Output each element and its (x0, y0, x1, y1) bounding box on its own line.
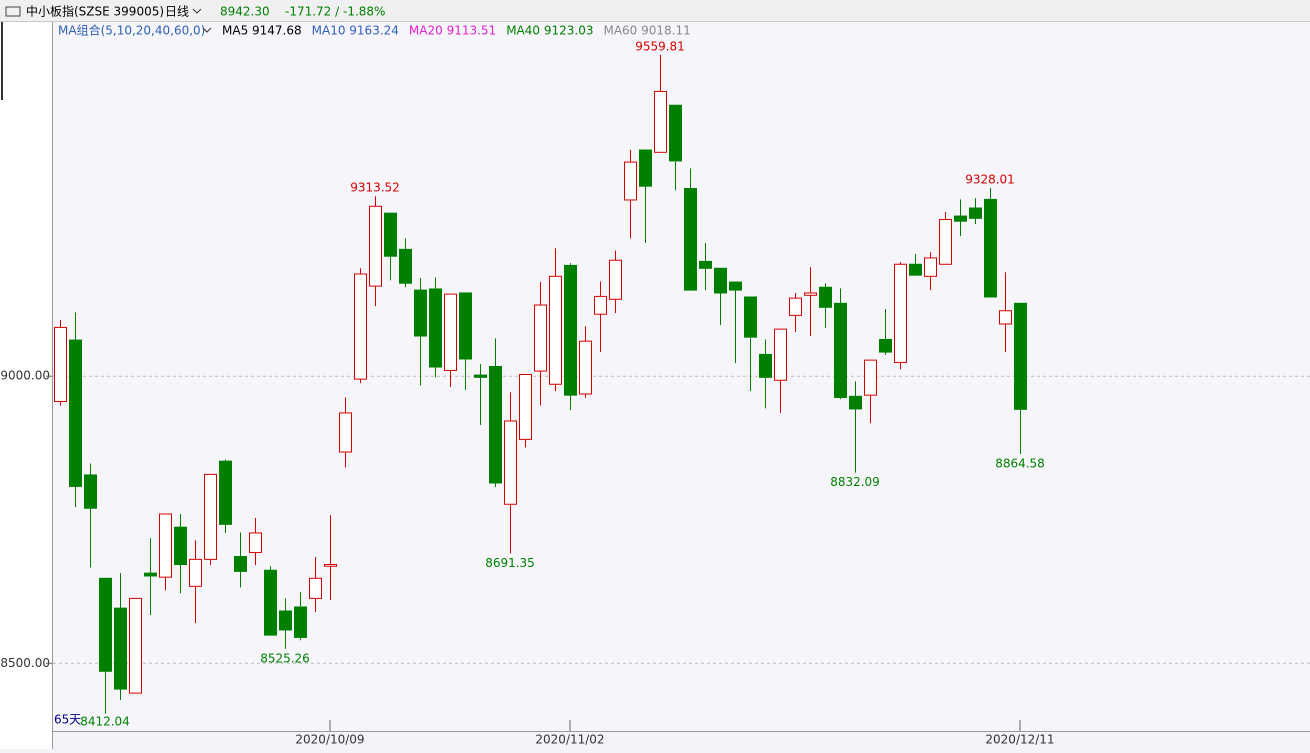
candle-body (624, 161, 637, 201)
candle-body (339, 412, 352, 453)
ma-legend-item: MA5 9147.68 (222, 24, 302, 38)
index-name[interactable]: 中小板指(SZSE 399005) (26, 4, 164, 19)
candle-body (189, 558, 202, 587)
candle-body (294, 606, 307, 638)
candle-body (909, 263, 922, 276)
low-label: 8525.26 (260, 651, 310, 665)
price-change: -171.72 / -1.88% (285, 5, 385, 19)
ma-legend-item: MA10 9163.24 (312, 24, 399, 38)
candle-body (714, 267, 727, 294)
candle-body (504, 420, 517, 505)
candle-body (309, 577, 322, 599)
range-label: 65天 (54, 713, 81, 727)
candle-body (384, 212, 397, 257)
candle-body (699, 260, 712, 269)
toolbar (0, 0, 1310, 22)
candle-body (399, 248, 412, 284)
candle-body (759, 353, 772, 378)
candle-body (219, 460, 232, 525)
candle-body (354, 273, 367, 380)
candle-body (999, 310, 1012, 325)
candle-body (99, 577, 112, 672)
x-tick-label: 2020/11/02 (535, 733, 604, 747)
candle-body (609, 259, 622, 300)
candle-body (564, 264, 577, 396)
candle-body (669, 104, 682, 162)
ma-legend-title[interactable]: MA组合(5,10,20,40,60,0) (58, 23, 205, 38)
candle-body (834, 302, 847, 398)
ma-legend-item: MA20 9113.51 (409, 24, 496, 38)
high-label: 9328.01 (965, 172, 1015, 186)
candle-body (69, 339, 82, 487)
x-tick-label: 2020/10/09 (295, 733, 364, 747)
candle-body (804, 292, 817, 296)
candle-body (174, 526, 187, 566)
high-label: 9313.52 (350, 181, 400, 195)
candle-body (654, 90, 667, 153)
ma-legend-item: MA60 9018.11 (603, 24, 690, 38)
period-select[interactable]: 日线 (165, 5, 189, 19)
candle-body (819, 286, 832, 308)
candle-body (729, 281, 742, 291)
candle-body (774, 328, 787, 381)
low-label: 8691.35 (485, 556, 535, 570)
candle-body (369, 205, 382, 287)
y-tick-label: 9000.00 (0, 369, 50, 383)
candle-body (549, 275, 562, 385)
candle-body (879, 338, 892, 353)
candle-body (579, 340, 592, 395)
dropdown-arrow[interactable] (192, 8, 202, 14)
candle-body (789, 297, 802, 316)
candle-body (324, 564, 337, 567)
candle-body (144, 572, 157, 577)
candle-body (639, 149, 652, 187)
ma-legend-item: MA40 9123.03 (506, 24, 593, 38)
menu-icon[interactable] (5, 6, 21, 17)
dropdown-arrow[interactable] (202, 27, 212, 33)
candle-body (984, 198, 997, 298)
x-tick-label: 2020/12/11 (985, 733, 1054, 747)
high-label: 9559.81 (635, 39, 685, 53)
candle-body (489, 365, 502, 484)
last-price: 8942.30 (220, 5, 270, 19)
candle-body (594, 295, 607, 315)
candle-body (129, 597, 142, 694)
candle-body (744, 296, 757, 338)
candle-body (684, 187, 697, 291)
candle-body (159, 513, 172, 578)
low-label: 8832.09 (830, 475, 880, 489)
candle-body (894, 263, 907, 363)
y-axis-panel (0, 22, 52, 749)
candle-body (924, 257, 937, 277)
low-label: 8412.04 (80, 715, 130, 729)
candle-body (414, 289, 427, 337)
candle-body (849, 395, 862, 410)
candle-body (264, 569, 277, 636)
candle-body (54, 326, 67, 402)
candle-body (204, 473, 217, 560)
candle-body (444, 293, 457, 371)
low-label: 8864.58 (995, 456, 1045, 470)
candle-body (864, 359, 877, 396)
candle-body (114, 607, 127, 690)
candle-body (234, 555, 247, 572)
candle-body (954, 215, 967, 222)
candle-body (279, 610, 292, 631)
candle-body (939, 218, 952, 265)
candle-body (84, 474, 97, 509)
candle-body (519, 373, 532, 440)
candle-body (249, 532, 262, 553)
candle-body (429, 288, 442, 368)
y-tick-label: 8500.00 (0, 656, 50, 670)
candle-body (459, 292, 472, 360)
candle-body (474, 374, 487, 378)
candle-body (969, 207, 982, 219)
candle-body (534, 304, 547, 372)
candle-body (1014, 302, 1027, 410)
